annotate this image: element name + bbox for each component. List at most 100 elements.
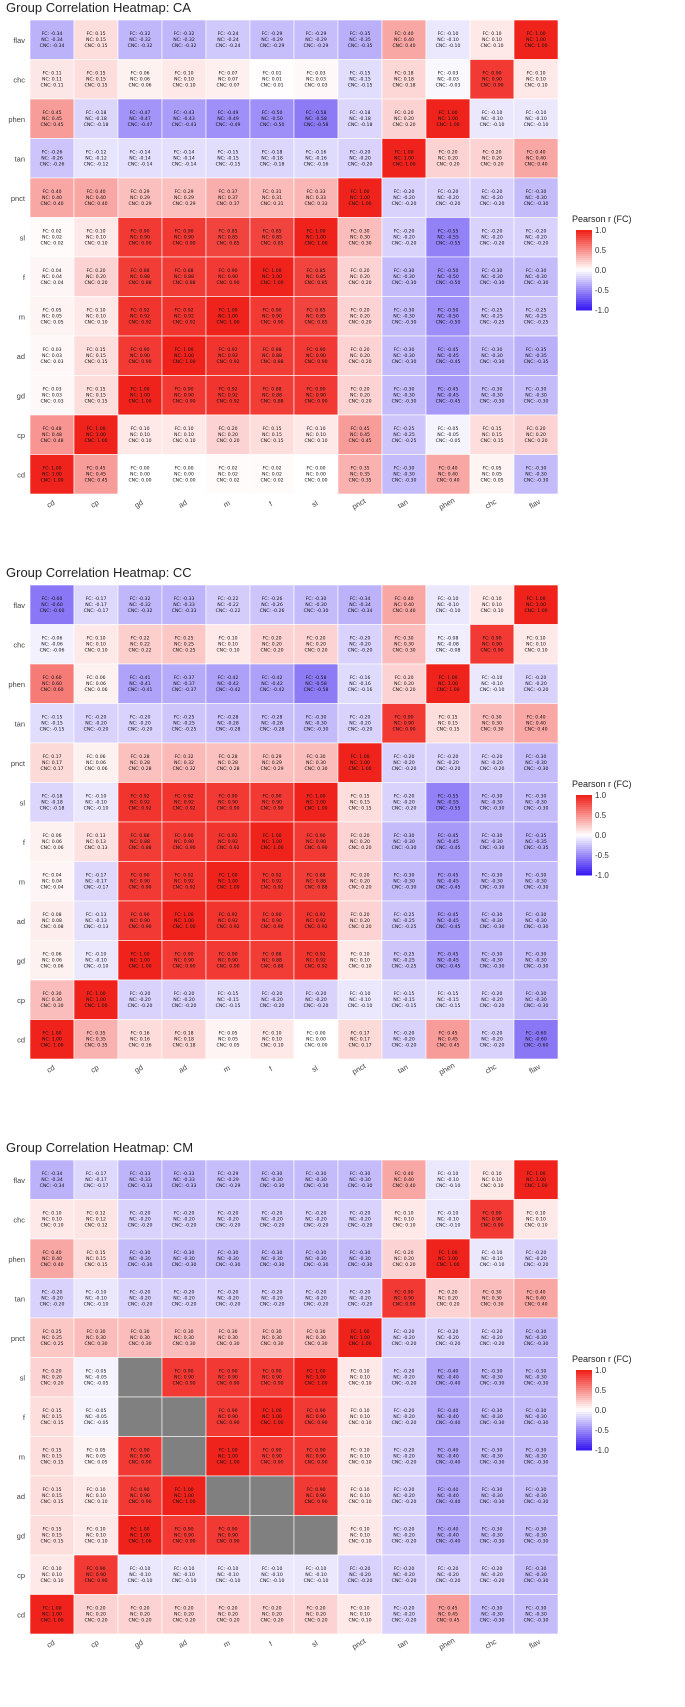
cell-value-label: CNC: 0.88 — [172, 280, 195, 286]
cell-value-label: FC: 0.29 — [130, 189, 149, 195]
cell-value-label: CNC: 0.20 — [348, 319, 371, 325]
cell-value-label: CNC: -0.30 — [128, 1262, 153, 1268]
cell-value-label: FC: -0.30 — [306, 1250, 327, 1256]
cell-value-label: CNC: 0.20 — [348, 398, 371, 404]
cell-value-label: FC: 0.03 — [42, 386, 61, 392]
cell-value-label: FC: 0.90 — [306, 1408, 325, 1414]
cell-value-label: CNC: 1.00 — [348, 766, 371, 772]
legend-gradient-step — [576, 1442, 592, 1445]
cell-value-label: FC: 0.20 — [130, 1605, 149, 1611]
legend-gradient-step — [576, 304, 592, 307]
cell-value-label: FC: -0.20 — [438, 189, 459, 195]
cell-value-label: NC: 0.92 — [218, 353, 238, 359]
cell-value-label: NC: -0.32 — [129, 602, 151, 608]
heatmap-cell — [513, 296, 559, 337]
y-tick-label: cd — [17, 1610, 25, 1619]
cell-value-label: FC: -0.15 — [42, 714, 63, 720]
heatmap-cell — [161, 1515, 207, 1556]
legend-gradient-step — [576, 1434, 592, 1437]
cell-value-label: NC: 0.15 — [42, 1414, 62, 1420]
cell-value-label: CNC: -0.30 — [524, 884, 549, 890]
cell-value-label: NC: -0.40 — [437, 1453, 459, 1459]
cell-value-label: NC: 0.15 — [86, 353, 106, 359]
cell-value-label: CNC: 0.88 — [260, 963, 283, 969]
cell-value-label: FC: 0.90 — [306, 347, 325, 353]
cell-value-label: FC: -0.20 — [262, 1210, 283, 1216]
cell-value-label: NC: 0.10 — [350, 1611, 370, 1617]
cell-value-label: NC: -0.20 — [393, 1453, 415, 1459]
cell-value-label: NC: -0.15 — [217, 997, 239, 1003]
heatmap-cell — [73, 1278, 119, 1319]
heatmap-cell — [293, 1436, 339, 1477]
cell-value-label: FC: 0.13 — [86, 833, 105, 839]
cell-value-label: FC: 0.05 — [42, 307, 61, 313]
cell-value-label: FC: -0.30 — [394, 386, 415, 392]
cell-value-label: NC: -0.22 — [217, 602, 239, 608]
cell-value-label: FC: -0.05 — [86, 1408, 107, 1414]
cell-value-label: NC: -0.32 — [129, 37, 151, 43]
legend-tick-label: 1.0 — [595, 1366, 607, 1375]
cell-value-label: NC: -0.05 — [85, 1374, 107, 1380]
cell-value-label: CNC: 0.85 — [260, 240, 283, 246]
cell-value-label: CNC: 0.30 — [304, 766, 327, 772]
cell-value-label: FC: -0.26 — [262, 596, 283, 602]
cell-value-label: CNC: -0.42 — [260, 687, 285, 693]
cell-value-label: CNC: -0.30 — [524, 1538, 549, 1544]
cell-value-label: NC: 0.20 — [350, 353, 370, 359]
cell-value-label: CNC: 0.40 — [84, 201, 107, 207]
x-tick-label: cd — [45, 1063, 56, 1075]
cell-value-label: CNC: -0.28 — [216, 726, 241, 732]
cell-value-label: FC: 0.85 — [218, 228, 237, 234]
cell-value-label: NC: -0.47 — [129, 116, 151, 122]
heatmap-cell — [249, 663, 295, 704]
cell-value-label: FC: 1.00 — [306, 228, 325, 234]
cell-value-label: NC: -0.34 — [41, 1177, 63, 1183]
heatmap-cell — [205, 414, 251, 455]
legend-tick-label: -1.0 — [595, 1446, 609, 1455]
heatmap-cell — [205, 1357, 251, 1398]
cell-value-label: CNC: -0.30 — [348, 1262, 373, 1268]
y-tick-label: phen — [8, 680, 25, 689]
cell-value-label: FC: 0.92 — [130, 793, 149, 799]
cell-value-label: FC: 0.90 — [262, 1447, 281, 1453]
legend-gradient-step — [576, 861, 592, 864]
heatmap-cell — [161, 335, 207, 376]
cell-value-label: NC: -0.20 — [173, 1295, 195, 1301]
cell-value-label: CNC: -0.20 — [436, 1341, 461, 1347]
heatmap-cell — [161, 1317, 207, 1358]
cell-value-label: NC: -0.10 — [261, 1572, 283, 1578]
cell-value-label: NC: -0.29 — [305, 37, 327, 43]
cell-value-label: FC: 0.10 — [482, 1171, 501, 1177]
cell-value-label: NC: 0.10 — [482, 1177, 502, 1183]
heatmap-cell — [469, 1278, 515, 1319]
legend-gradient-step — [576, 1390, 592, 1393]
cell-value-label: FC: 1.00 — [350, 754, 369, 760]
cell-value-label: FC: 0.06 — [86, 754, 105, 760]
cell-value-label: NC: -0.33 — [173, 1177, 195, 1183]
cell-value-label: NC: -0.45 — [437, 957, 459, 963]
cell-value-label: FC: 0.40 — [42, 1250, 61, 1256]
heatmap-cell — [425, 1317, 471, 1358]
cell-value-label: FC: 0.88 — [306, 872, 325, 878]
heatmap-cell — [425, 1199, 471, 1240]
cell-value-label: CNC: -0.30 — [216, 1262, 241, 1268]
heatmap-cell — [73, 1317, 119, 1358]
heatmap-cell — [161, 1357, 207, 1398]
cell-value-label: NC: -0.20 — [305, 1216, 327, 1222]
cell-value-label: NC: 0.30 — [482, 1295, 502, 1301]
cell-value-label: CNC: 1.00 — [260, 845, 283, 851]
cell-value-label: NC: 0.92 — [174, 878, 194, 884]
cell-value-label: FC: 0.90 — [262, 793, 281, 799]
heatmap-cell — [161, 782, 207, 823]
heatmap-cell — [425, 1159, 471, 1200]
cell-value-label: NC: 0.15 — [42, 1532, 62, 1538]
heatmap-cell — [161, 584, 207, 625]
cell-value-label: CNC: 0.90 — [128, 1459, 151, 1465]
cell-value-label: FC: 0.90 — [306, 386, 325, 392]
cell-value-label: CNC: 0.13 — [84, 845, 107, 851]
cell-value-label: FC: -0.33 — [174, 1171, 195, 1177]
cell-value-label: CNC: 0.90 — [304, 398, 327, 404]
cell-value-label: FC: 0.15 — [86, 386, 105, 392]
heatmap-cell — [205, 821, 251, 862]
cell-value-label: NC: -0.20 — [525, 234, 547, 240]
